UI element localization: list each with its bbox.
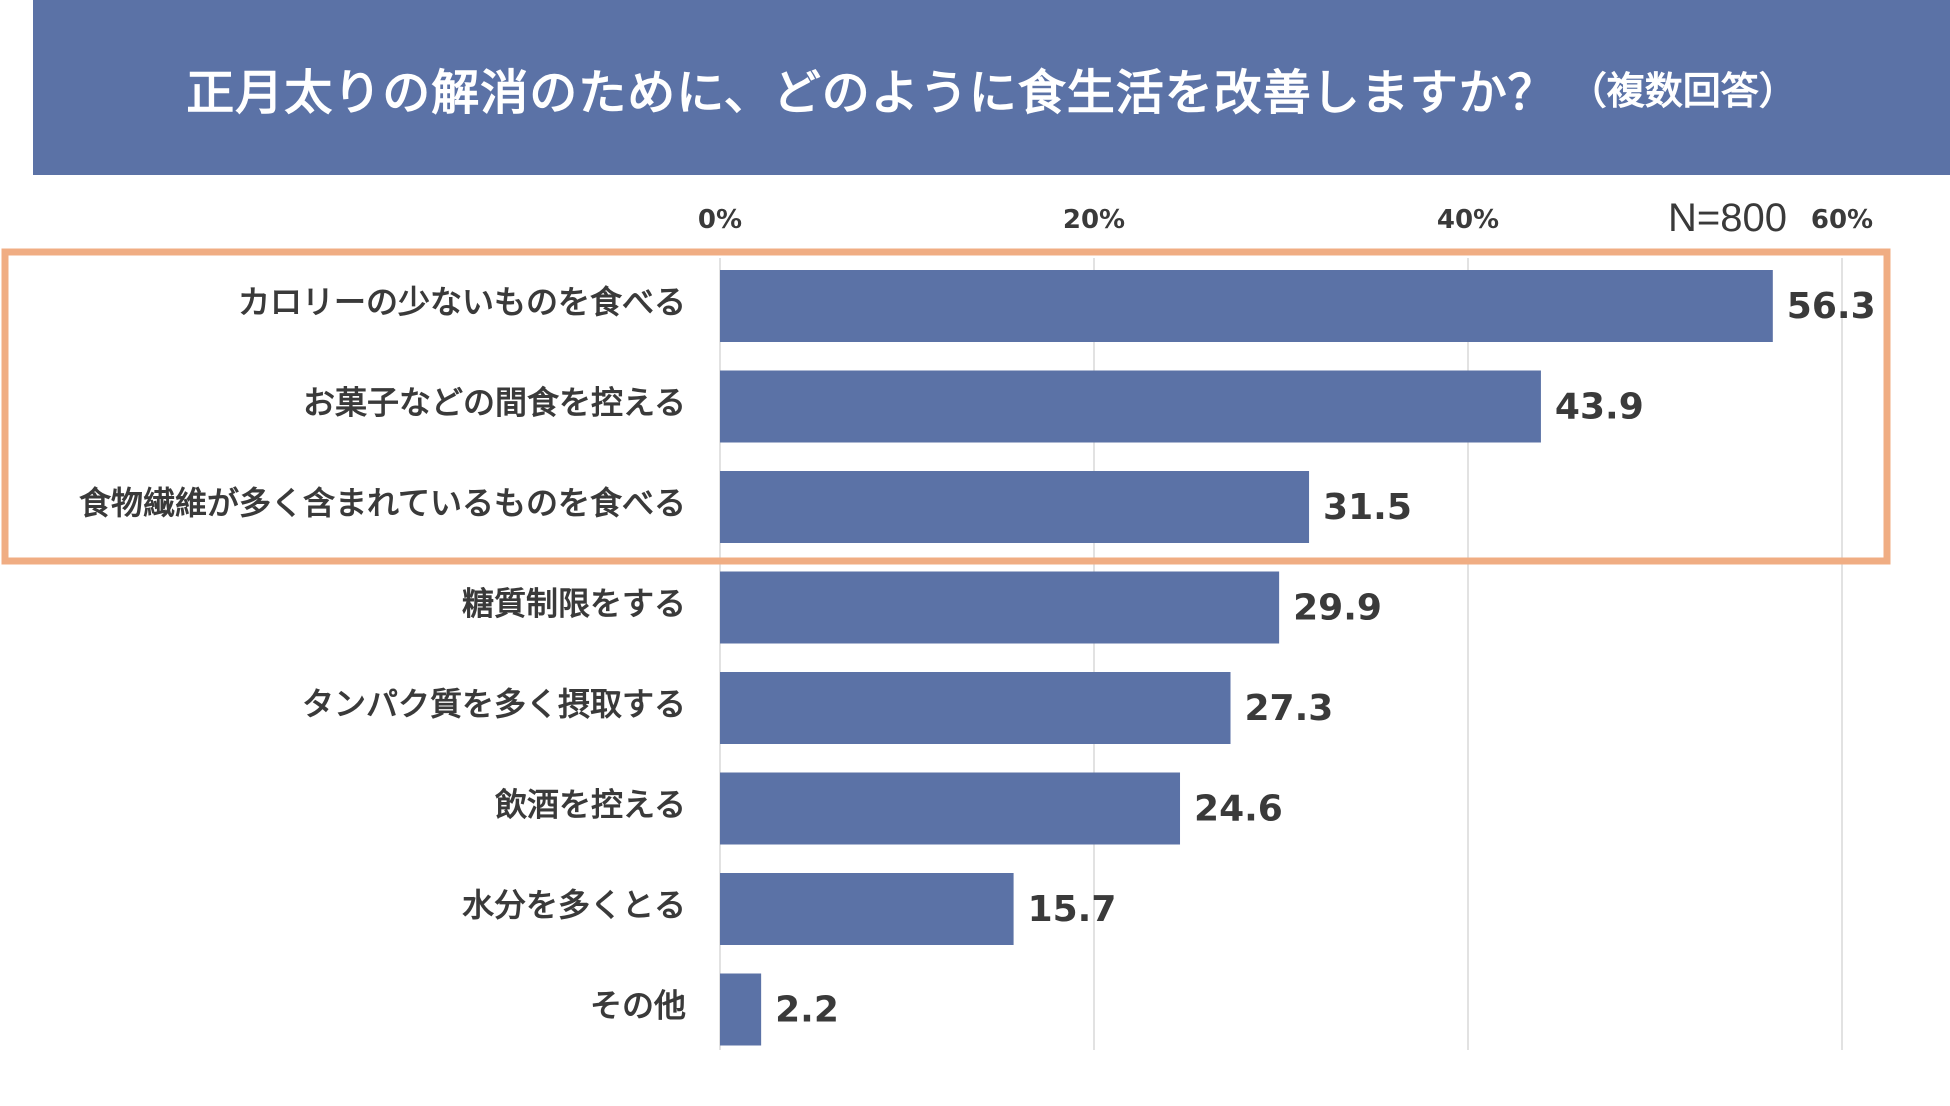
value-label: 56.3 [1787,286,1876,327]
bar [720,571,1280,644]
value-label: 2.2 [775,990,839,1031]
bar [720,471,1310,543]
chart-title: 正月太りの解消のために、どのように食生活を改善しますか？ [186,64,1557,121]
value-label: 29.9 [1293,588,1382,629]
category-label: 食物繊維が多く含まれているものを食べる [79,484,686,522]
category-label: その他 [590,987,686,1025]
category-label: 飲酒を控える [495,786,686,824]
x-tick-label: 20% [1063,205,1125,235]
bar [720,873,1014,945]
value-label: 15.7 [1028,889,1117,930]
category-label: 糖質制限をする [462,585,686,623]
x-tick-label: 60% [1811,205,1873,235]
sample-size-label: N=800 [1668,196,1787,240]
value-label: 24.6 [1194,789,1283,830]
category-label: 水分を多くとる [462,886,686,924]
bar [720,973,762,1046]
bar [720,772,1181,845]
bar [720,270,1773,342]
chart-subtitle: （複数回答） [1568,69,1797,113]
category-label: タンパク質を多く摂取する [302,685,686,723]
bar [720,672,1231,744]
x-tick-label: 0% [698,205,742,235]
title-banner: 正月太りの解消のために、どのように食生活を改善しますか？ （複数回答） [33,0,1950,175]
category-label: カロリーの少ないものを食べる [238,283,686,321]
value-label: 43.9 [1555,387,1644,428]
x-tick-label: 40% [1437,205,1499,235]
bar [720,370,1541,443]
value-label: 31.5 [1323,487,1412,528]
highlight-box [1,248,1891,565]
value-label: 27.3 [1245,688,1334,729]
category-label: お菓子などの間食を控える [303,384,686,422]
